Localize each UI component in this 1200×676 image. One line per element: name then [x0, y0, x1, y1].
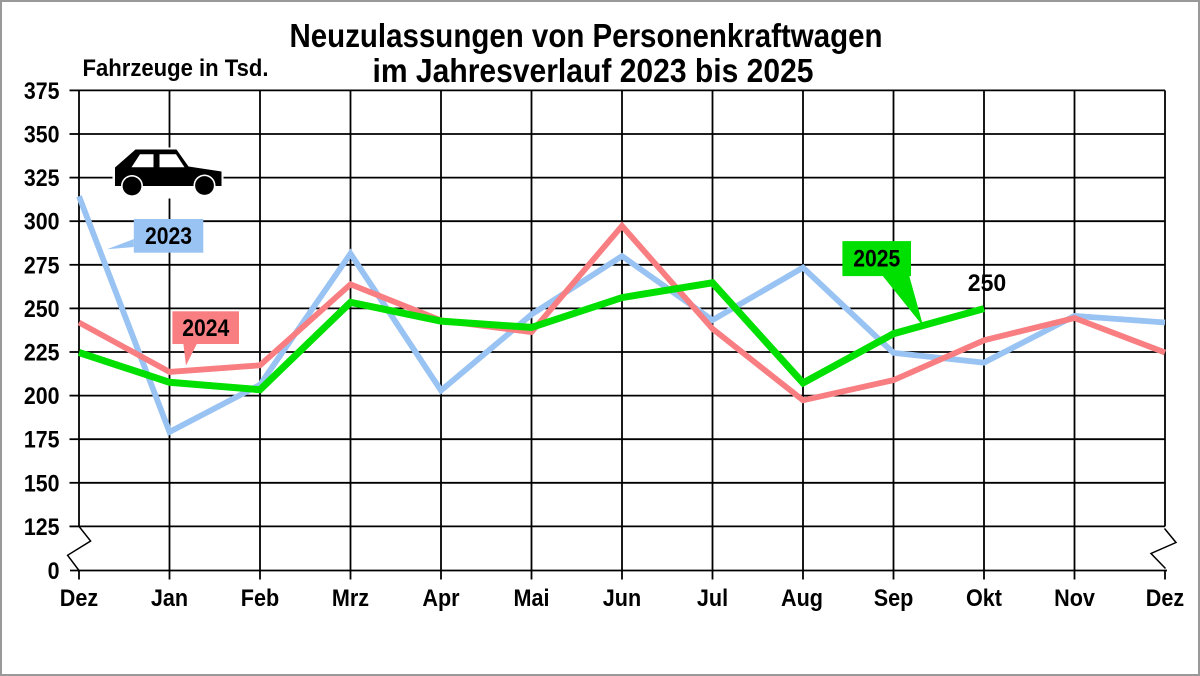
- svg-text:Dez: Dez: [1146, 585, 1184, 612]
- svg-text:275: 275: [24, 252, 60, 279]
- svg-text:Jun: Jun: [603, 585, 641, 612]
- svg-text:Mrz: Mrz: [332, 585, 369, 612]
- svg-text:Mai: Mai: [514, 585, 550, 612]
- svg-text:Okt: Okt: [966, 585, 1002, 612]
- svg-text:Nov: Nov: [1054, 585, 1095, 612]
- svg-text:Neuzulassungen von Personenkra: Neuzulassungen von Personenkraftwagen: [290, 17, 883, 54]
- svg-text:375: 375: [24, 78, 60, 105]
- svg-text:Apr: Apr: [422, 585, 459, 612]
- svg-text:225: 225: [24, 340, 60, 367]
- svg-text:200: 200: [24, 383, 60, 410]
- svg-text:Dez: Dez: [60, 585, 98, 612]
- svg-text:Feb: Feb: [241, 585, 279, 612]
- svg-text:350: 350: [24, 122, 60, 149]
- svg-text:250: 250: [24, 296, 60, 323]
- svg-text:300: 300: [24, 209, 60, 236]
- svg-text:175: 175: [24, 427, 60, 454]
- svg-text:325: 325: [24, 165, 60, 192]
- svg-text:0: 0: [48, 558, 60, 585]
- svg-text:125: 125: [24, 514, 60, 541]
- svg-text:2024: 2024: [182, 315, 230, 342]
- svg-text:250: 250: [968, 270, 1006, 297]
- svg-text:im Jahresverlauf 2023 bis 2025: im Jahresverlauf 2023 bis 2025: [373, 52, 814, 89]
- svg-text:Jul: Jul: [697, 585, 728, 612]
- svg-text:2023: 2023: [145, 223, 192, 250]
- svg-text:150: 150: [24, 470, 60, 497]
- svg-text:Fahrzeuge in Tsd.: Fahrzeuge in Tsd.: [83, 55, 269, 82]
- svg-text:Jan: Jan: [151, 585, 188, 612]
- svg-text:Sep: Sep: [874, 585, 914, 612]
- svg-text:Aug: Aug: [781, 585, 823, 612]
- svg-text:2025: 2025: [853, 245, 900, 272]
